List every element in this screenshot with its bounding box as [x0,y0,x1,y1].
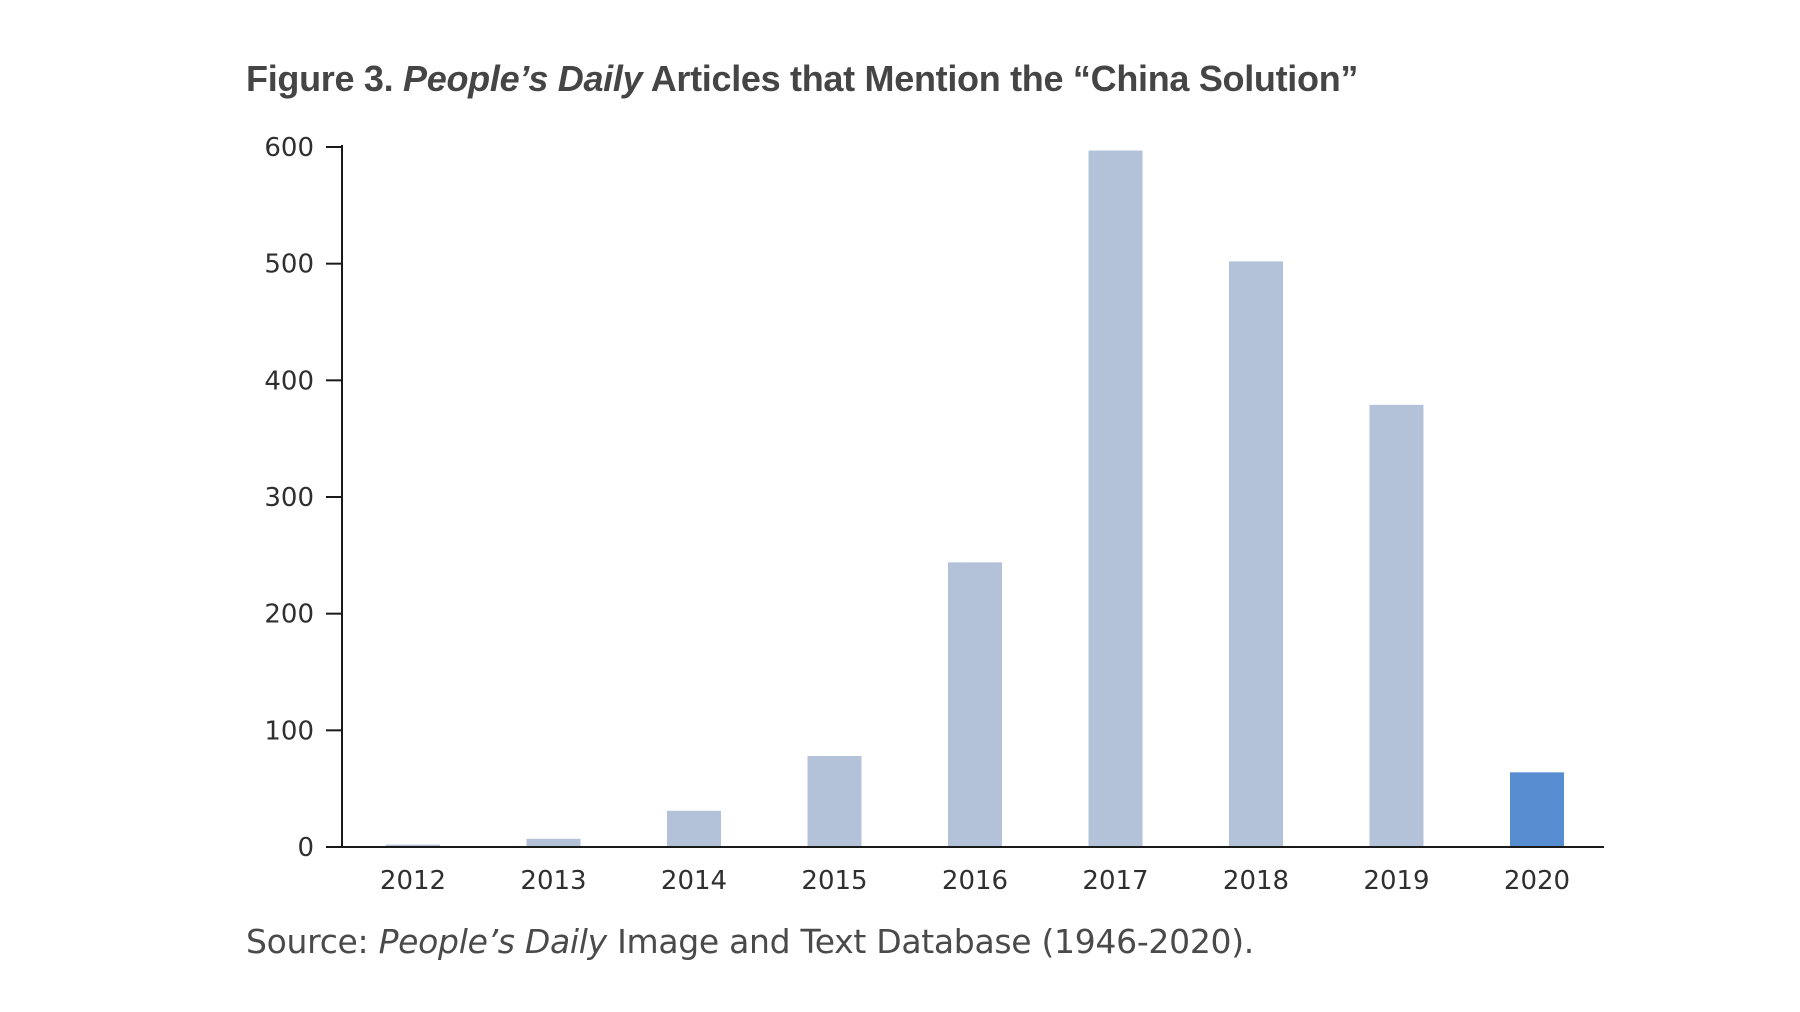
x-tick-label-2015: 2015 [801,866,867,896]
x-tick-label-2012: 2012 [380,866,446,896]
source-prefix: Source: [246,922,369,961]
x-tick-label-2019: 2019 [1363,866,1429,896]
x-tick-label-2014: 2014 [661,866,727,896]
bar-2016 [948,562,1002,847]
title-italic: People’s Daily [403,58,643,99]
bars-group [386,150,1564,847]
title-rest: Articles that Mention the “China Solutio… [650,58,1359,99]
y-axis: 0 100 200 300 400 500 600 [264,133,343,863]
bar-2015 [807,756,862,847]
x-tick-label-2013: 2013 [520,866,586,896]
x-tick-label-2016: 2016 [942,866,1008,896]
y-tick-label-300: 300 [264,483,314,513]
x-tick-label-2017: 2017 [1082,866,1148,896]
x-tick-label-2020: 2020 [1504,866,1570,896]
source-italic: People’s Daily [378,922,608,961]
y-tick-label-600: 600 [264,133,314,163]
x-tick-label-2018: 2018 [1223,866,1289,896]
bar-2013 [526,838,581,847]
bar-2012 [386,844,440,847]
y-tick-label-0: 0 [297,833,314,863]
bar-2017 [1088,150,1143,847]
source-rest: Image and Text Database (1946-2020). [617,922,1254,961]
chart-title: Figure 3. People’s Daily Articles that M… [246,58,1358,100]
y-tick-label-100: 100 [264,716,314,746]
source-note: Source: People’s Daily Image and Text Da… [246,922,1254,961]
y-tick-label-500: 500 [264,250,314,280]
title-prefix: Figure 3. [246,58,394,99]
bar-2014 [667,810,721,847]
bar-2018 [1229,261,1283,847]
y-tick-label-400: 400 [264,366,314,396]
y-tick-label-200: 200 [264,600,314,630]
bar-2020 [1510,772,1564,847]
bar-2019 [1369,404,1424,847]
x-axis: 2012 2013 2014 2015 2016 2017 2018 2019 2020 [326,846,1604,896]
